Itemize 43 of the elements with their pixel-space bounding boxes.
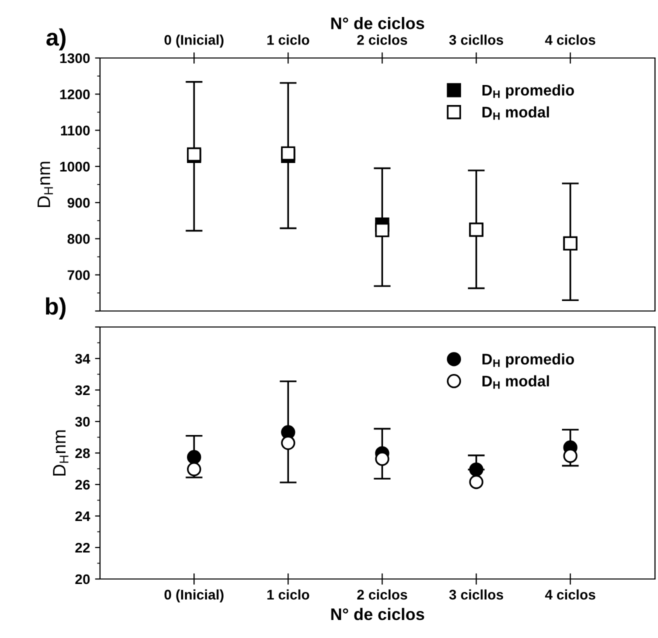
- legend-label: D$_{H}$ promedio: [482, 353, 574, 368]
- y-tick-label: 20: [75, 574, 90, 584]
- y-tick-label: 34: [75, 354, 90, 364]
- y-tick-label: 900: [68, 198, 90, 208]
- y-axis-title: D$_{H}$nm: [38, 162, 53, 208]
- x-tick-label: 1 ciclo: [267, 589, 310, 600]
- x-tick-label: 2 ciclos: [357, 589, 408, 600]
- y-tick-label: 700: [68, 270, 90, 280]
- y-tick-label: 1100: [61, 126, 90, 136]
- point: [469, 462, 484, 477]
- legend-label: D$_{H}$ promedio: [482, 84, 574, 99]
- x-tick-label: 3 cicllos: [449, 589, 504, 600]
- y-tick-label: 1200: [60, 89, 90, 100]
- point: [186, 450, 202, 464]
- point: [375, 452, 390, 466]
- y-tick-label: 800: [68, 234, 90, 244]
- y-tick-label: 32: [75, 385, 90, 396]
- x-tick-label: 2 ciclos: [357, 34, 408, 45]
- legend-label: D$_{H}$ modal: [482, 106, 549, 120]
- y-tick-label: 22: [75, 542, 90, 553]
- x-tick-label: 1 ciclo: [267, 34, 310, 45]
- x-axis-title: N° de ciclos: [331, 17, 424, 30]
- legend-label: D$_{H}$ modal: [482, 375, 549, 389]
- y-tick-label: 24: [75, 511, 90, 522]
- y-tick-label: 26: [75, 480, 90, 490]
- y-axis-title: D$_{H}$nm: [53, 430, 68, 476]
- point: [281, 436, 296, 450]
- point: [375, 222, 390, 238]
- x-axis-title: N° de ciclos: [331, 608, 424, 620]
- point: [186, 462, 202, 476]
- x-tick-label: 4 ciclos: [545, 589, 596, 600]
- x-tick-label: 4 ciclos: [545, 34, 596, 45]
- point: [563, 448, 578, 463]
- y-tick-label: 28: [75, 448, 90, 458]
- y-tick-label: 30: [75, 416, 90, 427]
- x-tick-label: 0 (Inicial): [164, 34, 224, 48]
- x-tick-label: 3 cicllos: [449, 34, 504, 45]
- text: a): [46, 28, 66, 50]
- x-tick-label: 0 (Inicial): [164, 589, 224, 602]
- text: b): [46, 297, 66, 320]
- y-tick-label: 1000: [60, 162, 90, 172]
- y-tick-label: 1300: [60, 53, 90, 64]
- point: [281, 146, 296, 160]
